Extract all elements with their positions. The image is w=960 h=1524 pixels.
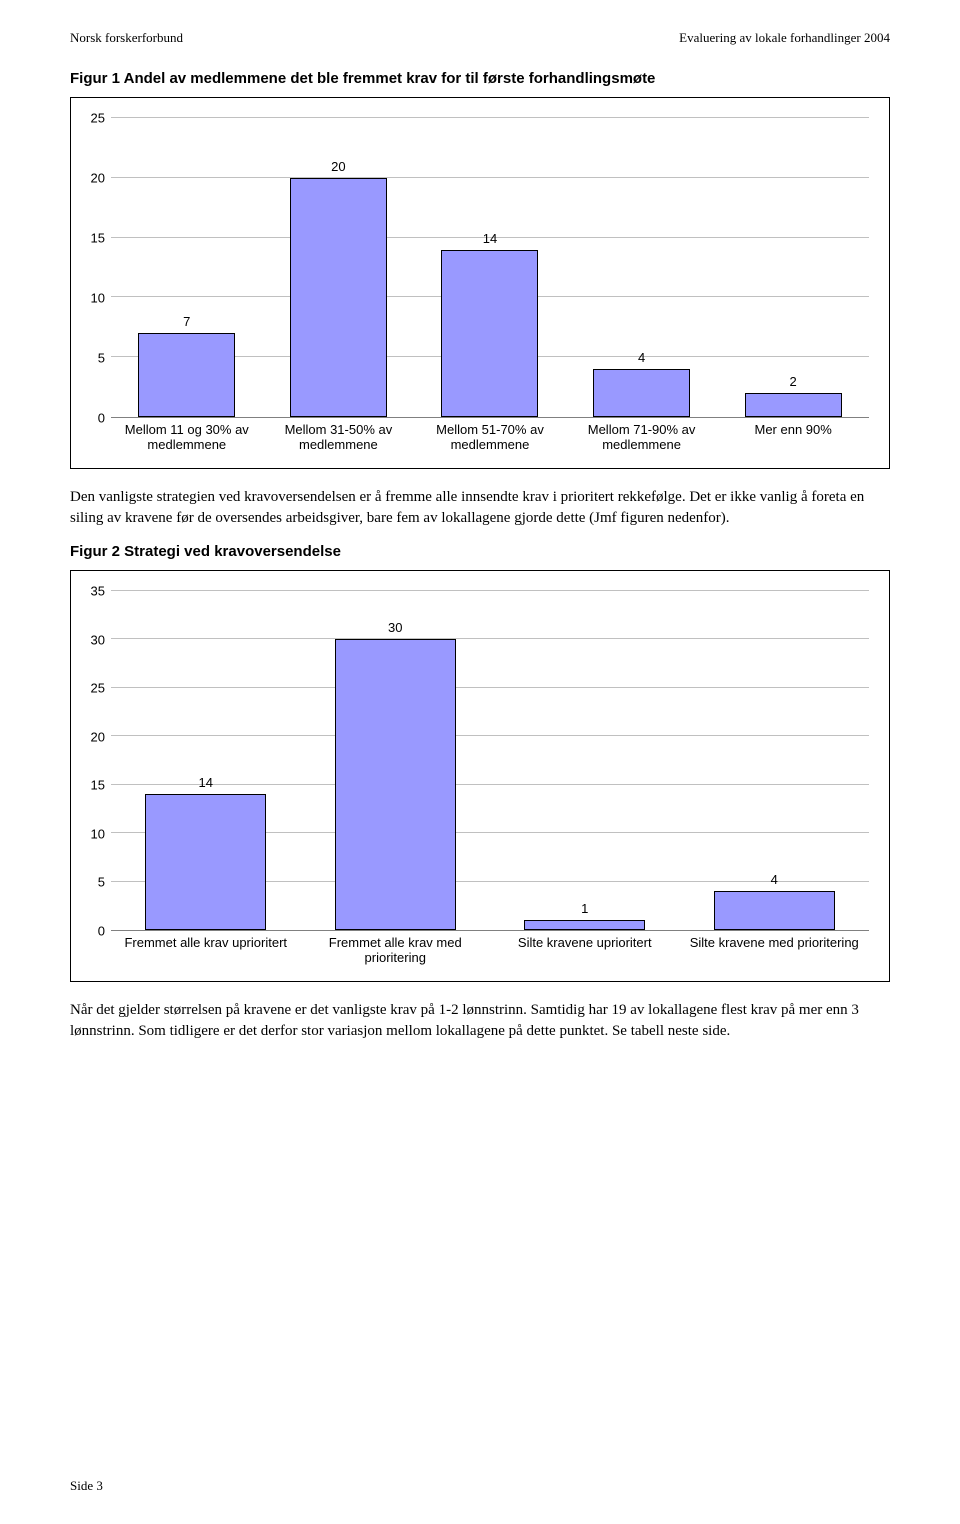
bar-value-label: 20 [331, 159, 345, 174]
x-tick-label: Fremmet alle krav uprioritert [111, 935, 301, 965]
y-tick-label: 15 [81, 778, 105, 793]
y-tick-label: 5 [81, 351, 105, 366]
y-tick-label: 0 [81, 924, 105, 939]
y-tick-label: 0 [81, 411, 105, 426]
bar: 14 [145, 794, 266, 930]
bar-column: 4 [680, 591, 870, 930]
bar-value-label: 30 [388, 620, 402, 635]
bar: 14 [441, 250, 538, 417]
y-tick-label: 5 [81, 875, 105, 890]
x-tick-label: Fremmet alle krav med prioritering [301, 935, 491, 965]
bar-column: 14 [414, 118, 566, 417]
y-tick-label: 10 [81, 291, 105, 306]
bar: 4 [593, 369, 690, 417]
bars-row: 7 20 14 4 2 [111, 118, 869, 417]
y-tick-label: 20 [81, 171, 105, 186]
x-tick-label: Mellom 11 og 30% av medlemmene [111, 422, 263, 452]
bar-value-label: 2 [790, 374, 797, 389]
y-tick-label: 25 [81, 111, 105, 126]
x-tick-label: Mer enn 90% [717, 422, 869, 452]
bar: 2 [745, 393, 842, 417]
bar: 7 [138, 333, 235, 417]
page-header: Norsk forskerforbund Evaluering av lokal… [70, 30, 890, 46]
figure1-chart: 7 20 14 4 2 0 5 10 15 20 25 Mellom 11 og 30% av m… [70, 97, 890, 469]
figure2-chart: 143014 05101520253035 Fremmet alle krav … [70, 570, 890, 982]
header-right: Evaluering av lokale forhandlinger 2004 [679, 30, 890, 46]
bar-column: 4 [566, 118, 718, 417]
figure1-title: Figur 1 Andel av medlemmene det ble frem… [70, 70, 890, 87]
bar-column: 14 [111, 591, 301, 930]
bar-value-label: 4 [638, 350, 645, 365]
x-tick-label: Silte kravene uprioritert [490, 935, 680, 965]
y-tick-label: 20 [81, 729, 105, 744]
figure2-title: Figur 2 Strategi ved kravoversendelse [70, 543, 890, 560]
header-left: Norsk forskerforbund [70, 30, 183, 46]
y-tick-label: 10 [81, 826, 105, 841]
y-tick-label: 15 [81, 231, 105, 246]
bar: 4 [714, 891, 835, 930]
x-tick-label: Mellom 51-70% av medlemmene [414, 422, 566, 452]
bar-column: 1 [490, 591, 680, 930]
bar-value-label: 14 [483, 231, 497, 246]
bar-column: 2 [717, 118, 869, 417]
y-tick-label: 35 [81, 584, 105, 599]
bar: 20 [290, 178, 387, 417]
y-tick-label: 25 [81, 681, 105, 696]
bar: 30 [335, 639, 456, 930]
x-tick-label: Silte kravene med prioritering [680, 935, 870, 965]
paragraph-1: Den vanligste strategien ved kravoversen… [70, 487, 890, 529]
page-footer: Side 3 [70, 1478, 103, 1494]
bar-value-label: 4 [771, 872, 778, 887]
bar-column: 20 [263, 118, 415, 417]
y-tick-label: 30 [81, 632, 105, 647]
paragraph-2: Når det gjelder størrelsen på kravene er… [70, 1000, 890, 1042]
bar: 1 [524, 920, 645, 930]
x-tick-label: Mellom 71-90% av medlemmene [566, 422, 718, 452]
bars-row: 143014 [111, 591, 869, 930]
bar-value-label: 1 [581, 901, 588, 916]
bar-value-label: 14 [199, 775, 213, 790]
bar-column: 7 [111, 118, 263, 417]
x-tick-label: Mellom 31-50% av medlemmene [263, 422, 415, 452]
bar-value-label: 7 [183, 314, 190, 329]
bar-column: 30 [301, 591, 491, 930]
